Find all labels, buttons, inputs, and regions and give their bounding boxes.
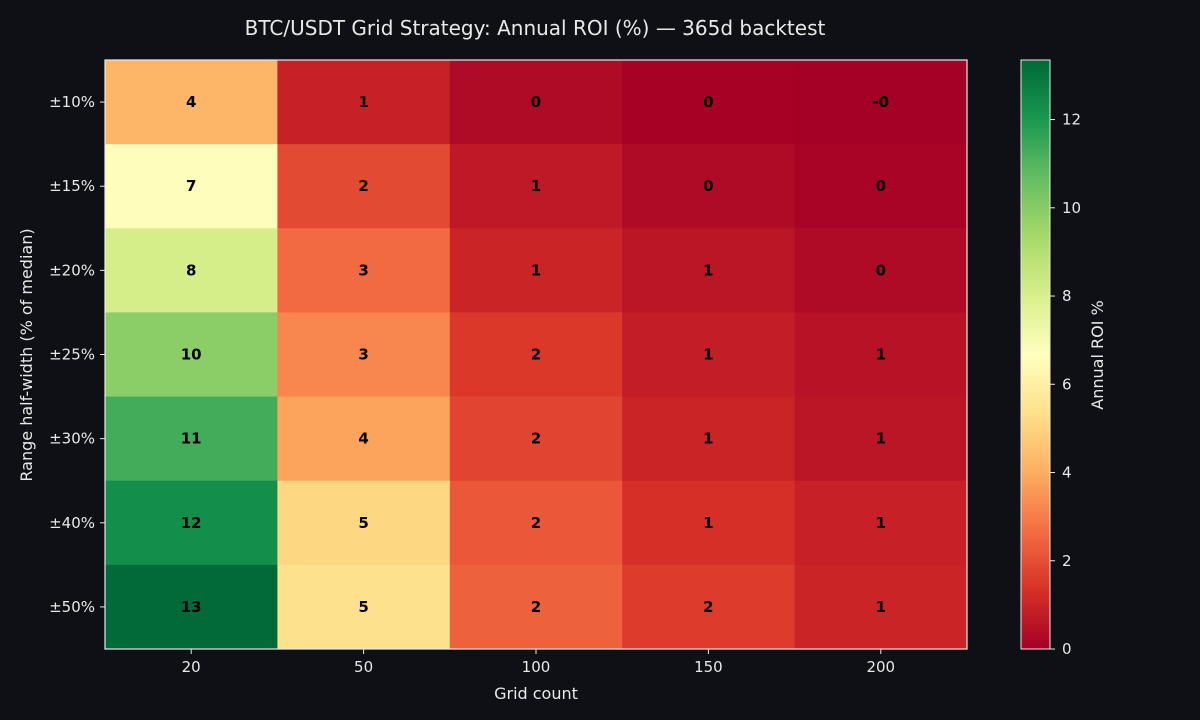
colorbar-tick-label: 10 <box>1062 199 1081 217</box>
cell-value-label: 3 <box>358 261 368 279</box>
cell-value-label: 1 <box>876 598 886 616</box>
heatmap-cell <box>449 144 623 229</box>
cell-value-label: 8 <box>186 261 196 279</box>
cell-value-label: 1 <box>703 514 713 532</box>
heatmap-cell <box>105 144 278 229</box>
y-axis-ticks: ±10% ±15% ±20% ±25% ±30% ±40% ±50% <box>49 93 105 616</box>
y-tick-label: ±10% <box>49 93 95 111</box>
heatmap-cell <box>277 396 451 482</box>
heatmap-cell <box>449 60 623 145</box>
x-tick-label: 150 <box>694 658 723 676</box>
cell-value-label: 5 <box>358 598 368 616</box>
cell-value-label: 3 <box>358 346 368 364</box>
heatmap-cell <box>622 396 796 482</box>
heatmap-cell <box>794 228 968 313</box>
y-tick-label: ±25% <box>49 346 95 364</box>
y-tick-label: ±40% <box>49 514 95 532</box>
cell-value-label: 1 <box>703 346 713 364</box>
cell-value-label: 13 <box>181 598 202 616</box>
heatmap-cell <box>277 144 451 229</box>
heatmap-cell <box>622 228 796 313</box>
x-axis-ticks: 20 50 100 150 200 <box>182 649 895 676</box>
cell-value-label: 2 <box>531 346 541 364</box>
heatmap-cell <box>622 312 796 398</box>
heatmap-cell <box>449 396 623 482</box>
cell-value-label: 2 <box>531 514 541 532</box>
heatmap-cells: 4 1 0 0 -07 2 1 0 08 3 1 1 010 3 2 1 111 4 2 1 112 5 2 1 113 5 2 2 1 <box>105 60 968 650</box>
cell-value-label: 1 <box>358 93 368 111</box>
cell-value-label: 2 <box>531 430 541 448</box>
colorbar-tick-label: 8 <box>1062 287 1072 305</box>
colorbar-label: Annual ROI % <box>1088 300 1107 409</box>
cell-value-label: 10 <box>181 346 202 364</box>
colorbar-ticks: 0 2 4 6 8 10 12 <box>1050 111 1081 658</box>
cell-value-label: 2 <box>703 598 713 616</box>
y-tick-label: ±30% <box>49 430 95 448</box>
heatmap-cell <box>622 564 796 650</box>
heatmap-cell <box>277 60 451 145</box>
cell-value-label: 4 <box>186 93 196 111</box>
cell-value-label: -0 <box>872 93 889 111</box>
cell-value-label: 1 <box>876 430 886 448</box>
cell-value-label: 1 <box>703 430 713 448</box>
heatmap-cell <box>449 480 623 566</box>
heatmap-cell <box>105 60 278 145</box>
cell-value-label: 1 <box>531 261 541 279</box>
heatmap-cell <box>622 144 796 229</box>
heatmap-cell <box>449 564 623 650</box>
y-tick-label: ±15% <box>49 177 95 195</box>
heatmap-cell <box>622 480 796 566</box>
cell-value-label: 12 <box>181 514 202 532</box>
heatmap-cell <box>794 396 968 482</box>
cell-value-label: 0 <box>876 177 886 195</box>
heatmap-cell <box>105 396 278 482</box>
heatmap-cell <box>277 480 451 566</box>
colorbar-tick-label: 2 <box>1062 552 1072 570</box>
heatmap-cell <box>105 480 278 566</box>
cell-value-label: 5 <box>358 514 368 532</box>
y-tick-label: ±50% <box>49 598 95 616</box>
cell-value-label: 4 <box>358 430 368 448</box>
heatmap-cell <box>105 312 278 398</box>
y-axis-label: Range half-width (% of median) <box>17 228 36 481</box>
cell-value-label: 0 <box>703 177 713 195</box>
cell-value-label: 7 <box>186 177 196 195</box>
cell-value-label: 11 <box>181 430 202 448</box>
heatmap-cell <box>277 228 451 313</box>
colorbar-tick-label: 4 <box>1062 464 1072 482</box>
cell-value-label: 2 <box>531 598 541 616</box>
x-tick-label: 100 <box>522 658 551 676</box>
heatmap-cell <box>449 312 623 398</box>
x-tick-label: 200 <box>866 658 895 676</box>
cell-value-label: 2 <box>358 177 368 195</box>
chart-title: BTC/USDT Grid Strategy: Annual ROI (%) —… <box>245 16 826 40</box>
x-tick-label: 50 <box>354 658 373 676</box>
cell-value-label: 0 <box>531 93 541 111</box>
y-tick-label: ±20% <box>49 261 95 279</box>
heatmap-cell <box>277 312 451 398</box>
heatmap-cell <box>105 564 278 650</box>
heatmap-cell <box>449 228 623 313</box>
heatmap-cell <box>794 144 968 229</box>
cell-value-label: 0 <box>876 261 886 279</box>
heatmap-cell <box>794 480 968 566</box>
cell-value-label: 0 <box>703 93 713 111</box>
cell-value-label: 1 <box>703 261 713 279</box>
colorbar-tick-label: 12 <box>1062 111 1081 129</box>
heatmap-cell <box>105 228 278 313</box>
colorbar <box>1020 59 1051 650</box>
heatmap-cell <box>622 60 796 145</box>
heatmap-cell <box>794 60 968 145</box>
colorbar-tick-label: 0 <box>1062 640 1072 658</box>
x-axis-label: Grid count <box>494 684 578 703</box>
heatmap-cell <box>277 564 451 650</box>
heatmap-cell <box>794 312 968 398</box>
x-tick-label: 20 <box>182 658 201 676</box>
colorbar-tick-label: 6 <box>1062 375 1072 393</box>
cell-value-label: 1 <box>876 346 886 364</box>
heatmap-cell <box>794 564 968 650</box>
cell-value-label: 1 <box>531 177 541 195</box>
cell-value-label: 1 <box>876 514 886 532</box>
